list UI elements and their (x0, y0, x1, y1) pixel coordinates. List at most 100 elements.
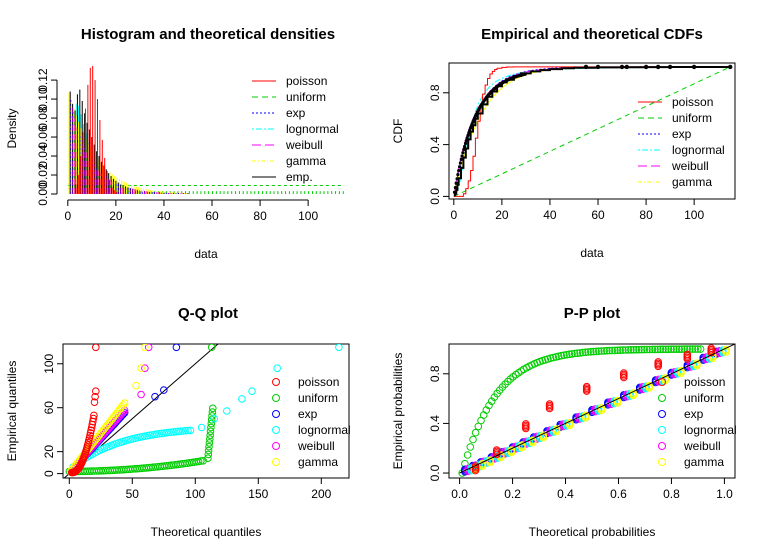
uniform-pp-point (664, 345, 673, 354)
density-panel: 0 20 40 60 80 100 0.000.020.040.060.080.100.12… (5, 26, 345, 261)
poisson-qq-point (86, 431, 94, 440)
uniform-pp-point (501, 380, 509, 389)
x-tick-label: 0 (450, 208, 457, 222)
uniform-pp-point (672, 345, 681, 354)
lognormal-qq-point (273, 364, 282, 373)
legend-lognormal-label: lognormal (684, 423, 737, 437)
uniform-pp-point (619, 346, 627, 354)
y-tick-label: 0.06 (36, 125, 50, 149)
uniform-cdf-line (453, 66, 731, 197)
y-tick-label: 0.4 (428, 136, 442, 153)
y-tick-label: 0.00 (36, 182, 50, 206)
legend-poisson-label: poisson (672, 95, 713, 109)
gamma-qq-point (119, 401, 127, 409)
y-axis-label: CDF (391, 119, 405, 144)
uniform-pp-point (463, 451, 472, 459)
poisson-qq-point (87, 423, 96, 432)
x-tick-label: 60 (205, 209, 219, 223)
uniform-pp-point (592, 347, 600, 356)
poisson-pp-point (654, 358, 663, 366)
legend-gamma-swatch (272, 458, 280, 466)
legend-uniform-swatch (272, 394, 280, 402)
legend-weibull-swatch (272, 442, 280, 450)
pp-reference-line (459, 344, 735, 474)
y-tick-label: 0.0 (428, 464, 442, 481)
poisson-qq-point (90, 398, 99, 407)
legend-poisson-label: poisson (684, 375, 725, 389)
uniform-pp-point (557, 351, 566, 360)
uniform-qq-point (207, 423, 215, 432)
uniform-pp-point (600, 347, 609, 355)
qq-points (63, 344, 343, 478)
uniform-pp-point (688, 345, 697, 353)
panel-title: P-P plot (564, 305, 620, 322)
x-axis-label: Theoretical quantiles (151, 525, 262, 539)
legend-weibull-swatch (658, 442, 666, 450)
poisson-qq-point (92, 387, 100, 396)
poisson-pp-point (545, 400, 554, 408)
lognormal-qq-point (335, 344, 343, 352)
lognormal-qq-point (169, 428, 178, 436)
uniform-pp-point (667, 345, 675, 354)
legend-gamma-label: gamma (672, 175, 712, 189)
empirical-cdf-point (455, 177, 459, 181)
legend-exp-label: exp (298, 407, 318, 421)
uniform-pp-point (471, 428, 480, 437)
x-tick-label: 0 (66, 487, 73, 501)
legend-gamma-label: gamma (298, 455, 338, 469)
x-axis-label: data (194, 247, 218, 261)
lognormal-qq-point (165, 428, 173, 437)
legend-uniform-label: uniform (684, 391, 724, 405)
x-tick-label: 0.4 (557, 487, 574, 501)
poisson-qq-point (92, 344, 100, 352)
x-tick-label: 20 (495, 208, 509, 222)
x-tick-label: 100 (298, 209, 318, 223)
uniform-pp-point (469, 435, 477, 444)
uniform-qq-point (204, 450, 213, 459)
empirical-cdf-point (460, 154, 464, 158)
weibull-qq-point (141, 364, 149, 373)
empirical-cdf-point (458, 161, 462, 165)
uniform-pp-point (662, 345, 670, 354)
y-axis-label: Empirical probabilities (391, 353, 405, 470)
uniform-pp-point (560, 351, 568, 360)
uniform-pp-point (651, 345, 659, 354)
legend-uniform-label: uniform (672, 111, 712, 125)
panel-title: Empirical and theoretical CDFs (481, 26, 703, 43)
x-tick-label: 40 (157, 209, 171, 223)
empirical-cdf-point (691, 64, 697, 70)
uniform-pp-point (589, 347, 598, 356)
x-tick-label: 100 (684, 208, 704, 222)
poisson-pp-point (522, 420, 530, 428)
pp-panel: 0.0 0.2 0.4 0.6 0.8 1.0 0.0 0.4 0.8 P-P plot Theor… (391, 305, 737, 539)
uniform-pp-point (568, 350, 576, 358)
lognormal-qq-point (172, 427, 180, 436)
empirical-cdf-point (583, 64, 589, 70)
empirical-cdf-point (728, 64, 733, 70)
x-tick-label: 60 (591, 208, 605, 222)
uniform-pp-point (605, 346, 614, 355)
uniform-pp-point (694, 345, 702, 353)
empirical-cdf-point (595, 64, 601, 70)
x-tick-label: 80 (253, 209, 267, 223)
uniform-pp-point (691, 345, 700, 353)
lognormal-qq-point (223, 407, 231, 415)
legend-exp-swatch (658, 410, 666, 418)
legend-uniform-swatch (658, 394, 666, 402)
weibull-qq-point (144, 344, 153, 352)
y-tick-label: 0.08 (36, 106, 50, 130)
pp-points (458, 344, 735, 477)
legend-weibull-label: weibull (683, 439, 721, 453)
uniform-pp-point (696, 345, 705, 353)
legend-poisson-swatch (658, 378, 666, 386)
lognormal-qq-point (162, 429, 171, 437)
empirical-cdf-point (461, 151, 465, 155)
uniform-pp-point (608, 346, 617, 355)
uniform-pp-point (576, 349, 584, 357)
uniform-qq-point (209, 404, 217, 413)
legend-poisson-swatch (272, 378, 280, 386)
x-tick-label: 40 (543, 208, 557, 222)
y-tick-label: 100 (42, 353, 56, 373)
lognormal-qq-point (197, 423, 206, 432)
